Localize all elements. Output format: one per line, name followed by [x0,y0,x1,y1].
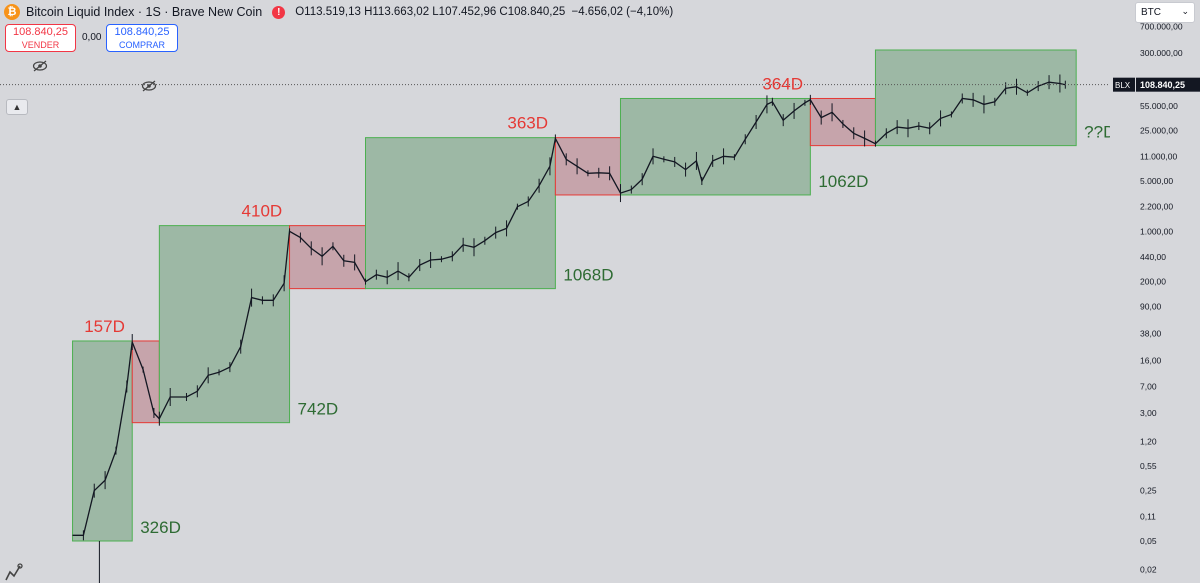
chevron-down-icon: ⌄ [1181,6,1189,16]
price-axis-tick-label: 3,00 [1140,408,1157,418]
price-axis-tick-label: 7,00 [1140,381,1157,391]
buy-button[interactable]: 108.840,25 COMPRAR [106,24,178,52]
price-axis[interactable]: 1.000.000,00700.000,00300.000,0055.000,0… [1110,0,1200,583]
price-axis-tick-label: 5.000,00 [1140,176,1173,186]
collapse-legend-button[interactable]: ▲ [6,99,28,115]
price-axis-tick-label: 16,00 [1140,356,1162,366]
price-axis-tick-label: 440,00 [1140,252,1166,262]
bear-duration-label-5: 363D [507,114,548,133]
bull-duration-label-2: 742D [298,400,339,419]
alert-icon[interactable]: ! [272,5,286,19]
sell-price: 108.840,25 [12,26,69,38]
bull-cycle-box-8[interactable] [874,49,1077,147]
bull-cycle-box-0[interactable] [72,340,133,542]
price-axis-tick-label: 200,00 [1140,277,1166,287]
bear-duration-label-1: 157D [84,317,125,336]
eye-off-icon[interactable] [32,60,48,72]
price-axis-tick-label: 1,20 [1140,437,1157,447]
bull-cycle-box-6[interactable] [619,97,811,196]
bull-duration-label-6: 1062D [818,172,868,191]
price-axis-tick-label: 11.000,00 [1140,151,1177,161]
bull-duration-label-4: 1068D [563,266,613,285]
bear-cycle-box-3[interactable] [289,225,366,290]
symbol-select[interactable]: BTC ⌄ [1135,2,1195,23]
bear-duration-label-3: 410D [242,202,283,221]
price-axis-tick-label: 700.000,00 [1140,21,1183,31]
price-series-layer [0,74,1110,583]
chart-header: ₿ Bitcoin Liquid Index · 1S · Brave New … [4,3,673,21]
price-axis-tick-label: 300.000,00 [1140,48,1183,58]
price-axis-tick-label: 1.000,00 [1140,226,1173,236]
price-axis-tick-label: 0,25 [1140,486,1157,496]
symbol-tag-label: BLX [1115,81,1131,90]
last-price-tag[interactable]: BLX 108.840,25 [1113,77,1200,92]
bear-cycle-box-5[interactable] [554,137,621,196]
sell-button[interactable]: 108.840,25 VENDER [5,24,76,52]
price-axis-tick-label: 0,02 [1140,565,1157,575]
bitcoin-logo-icon: ₿ [4,4,20,20]
cycle-boxes-layer [72,49,1077,542]
ohlc-values: O113.519,13 H113.663,02 L107.452,96 C108… [295,6,566,18]
last-price-label: 108.840,25 [1140,80,1185,90]
eye-off-icon[interactable] [141,80,157,92]
bull-duration-label-0: 326D [140,518,181,537]
chevron-up-icon: ▲ [12,102,22,112]
bull-cycle-box-4[interactable] [365,137,556,290]
price-change: −4.656,02 (−4,10%) [571,6,674,18]
price-axis-background [1110,0,1200,583]
price-axis-tick-label: 0,11 [1140,511,1156,521]
tradingview-logo-icon[interactable] [4,562,26,582]
price-axis-tick-label: 38,00 [1140,329,1162,339]
symbol-select-value: BTC [1141,7,1161,18]
price-axis-tick-label: 90,00 [1140,302,1162,312]
price-axis-tick-label: 0,05 [1140,536,1157,546]
bull-cycle-box-2[interactable] [158,225,291,424]
spread-value: 0,00 [82,32,102,43]
price-axis-tick-label: 2.200,00 [1140,202,1173,212]
buy-price: 108.840,25 [114,26,170,38]
price-axis-tick-label: 0,55 [1140,461,1157,471]
price-line [72,81,1066,536]
price-axis-tick-label: 55.000,00 [1140,101,1178,111]
cycle-labels-layer: 326D 157D 742D 410D 1068D 363D 1062D 364D ??D [84,74,1115,537]
bull-duration-label-8: ??D [1084,123,1115,142]
last-price-tag-background [1136,77,1200,92]
chart-title[interactable]: Bitcoin Liquid Index · 1S · Brave New Co… [26,5,263,19]
symbol-tag-background [1113,77,1135,92]
price-axis-tick-label: 25.000,00 [1140,126,1178,136]
sell-label: VENDER [21,40,60,50]
buy-label: COMPRAR [118,40,165,50]
bear-duration-label-7: 364D [762,74,803,93]
ohlc-readout: O113.519,13 H113.663,02 L107.452,96 C108… [295,6,673,18]
